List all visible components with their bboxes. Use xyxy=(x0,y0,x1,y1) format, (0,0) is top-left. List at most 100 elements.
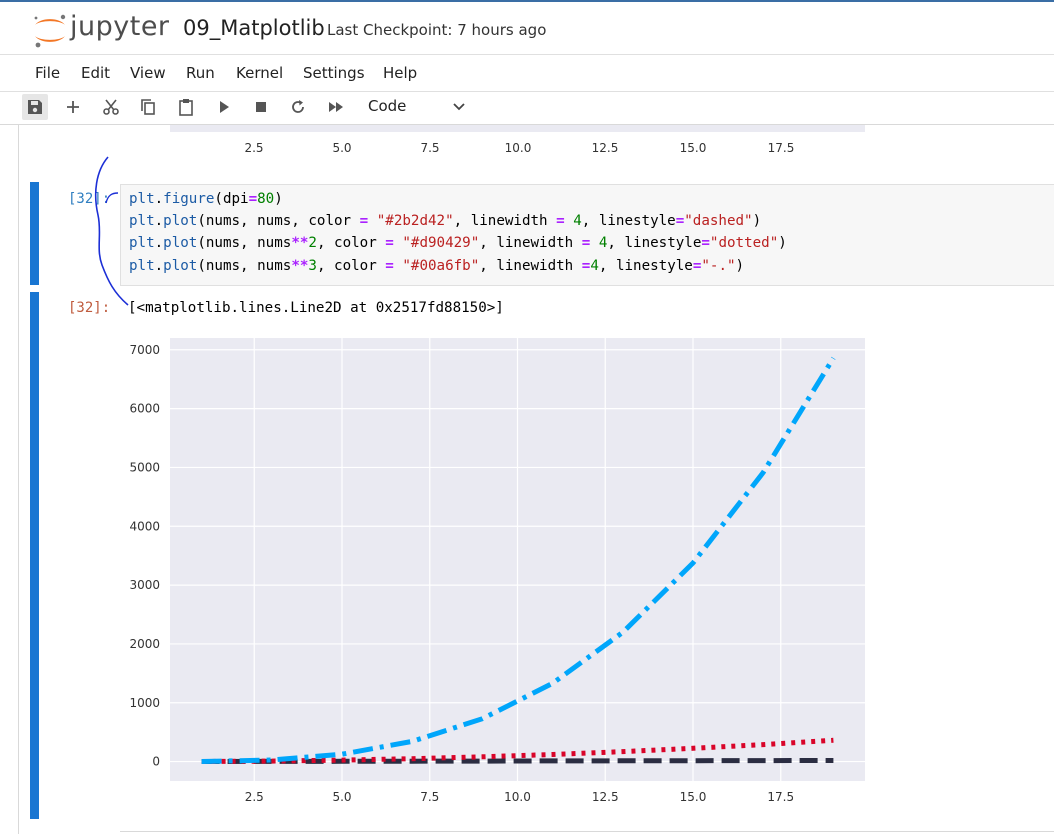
y-tick-label: 0 xyxy=(152,755,160,769)
y-tick-label: 2000 xyxy=(129,637,160,651)
code-token: 4 xyxy=(590,258,599,274)
code-token: = xyxy=(675,213,685,229)
code-token: "dashed" xyxy=(684,213,753,229)
code-token: ** xyxy=(291,258,309,274)
notebook-name[interactable]: 09_Matplotlib xyxy=(183,16,325,40)
code-token: ) xyxy=(778,235,787,251)
code-token: "#00a6fb" xyxy=(402,258,480,274)
menu-help[interactable]: Help xyxy=(383,64,418,82)
run-icon[interactable] xyxy=(211,94,237,120)
copy-icon[interactable] xyxy=(135,94,161,120)
code-token: . xyxy=(154,235,164,251)
code-token: = xyxy=(385,235,394,251)
code-token: plt xyxy=(129,258,155,274)
code-line: plt.plot(nums, nums, color = "#2b2d42", … xyxy=(129,213,761,229)
code-token: (dpi xyxy=(214,191,249,207)
prev-x-tick-label: 17.5 xyxy=(768,141,795,155)
x-tick-label: 10.0 xyxy=(504,790,531,804)
header: jupyter 09_Matplotlib Last Checkpoint: 7… xyxy=(0,2,1054,54)
code-token: (nums, nums xyxy=(197,258,292,274)
fast-forward-icon[interactable] xyxy=(323,94,349,120)
paste-icon[interactable] xyxy=(173,94,199,120)
x-tick-label: 12.5 xyxy=(592,790,619,804)
output-collapser[interactable] xyxy=(30,292,39,819)
scissors-icon[interactable] xyxy=(98,94,124,120)
restart-icon[interactable] xyxy=(285,94,311,120)
code-token: plt xyxy=(129,235,155,251)
code-token: (nums, nums xyxy=(197,235,292,251)
code-token: ) xyxy=(274,191,283,207)
chevron-down-icon[interactable] xyxy=(452,100,466,114)
code-token: , linestyle xyxy=(581,213,676,229)
code-token: plt xyxy=(129,191,155,207)
jupyter-logo-icon[interactable] xyxy=(30,10,70,50)
stop-icon[interactable] xyxy=(248,94,274,120)
code-token: = xyxy=(385,258,394,274)
toolbar: Code xyxy=(0,90,1054,125)
output-text: [<matplotlib.lines.Line2D at 0x2517fd881… xyxy=(128,300,504,316)
code-line: plt.figure(dpi=80) xyxy=(129,191,283,207)
code-token: , linewidth xyxy=(479,235,582,251)
code-token: , linestyle xyxy=(607,235,702,251)
code-line: plt.plot(nums, nums**2, color = "#d90429… xyxy=(129,235,787,251)
code-token: 4 xyxy=(598,235,608,251)
menu-kernel[interactable]: Kernel xyxy=(236,64,284,82)
code-token: = xyxy=(556,213,565,229)
brand-name: jupyter xyxy=(70,11,170,42)
code-token: = xyxy=(701,235,710,251)
top-accent-line xyxy=(0,0,1054,2)
y-tick-label: 3000 xyxy=(129,578,160,592)
x-tick-label: 5.0 xyxy=(332,790,351,804)
series-line-1 xyxy=(201,758,834,764)
prev-x-tick-label: 12.5 xyxy=(592,141,619,155)
left-rule xyxy=(18,125,19,834)
y-tick-label: 6000 xyxy=(129,402,160,416)
x-tick-label: 15.0 xyxy=(680,790,707,804)
code-token: plot xyxy=(163,213,198,229)
code-token: = xyxy=(248,191,258,207)
code-token: , linewidth xyxy=(453,213,557,229)
code-token: . xyxy=(154,191,164,207)
menu-file[interactable]: File xyxy=(35,64,61,82)
notebook-panel: 2.5 5.0 7.5 10.0 12.5 15.0 17.5 [32]: pl… xyxy=(0,125,1054,834)
code-token: ** xyxy=(291,235,309,251)
menu-view[interactable]: View xyxy=(130,64,166,82)
prev-x-tick-label: 5.0 xyxy=(332,141,351,155)
prev-chart-tail: 2.5 5.0 7.5 10.0 12.5 15.0 17.5 xyxy=(170,125,865,155)
code-editor[interactable]: plt.figure(dpi=80) plt.plot(nums, nums, … xyxy=(120,184,1054,286)
code-token: , color xyxy=(316,235,386,251)
code-token xyxy=(565,213,574,229)
prev-x-tick-label: 10.0 xyxy=(505,141,532,155)
plus-icon[interactable] xyxy=(60,94,86,120)
code-token: plt xyxy=(129,213,155,229)
save-icon[interactable] xyxy=(22,94,48,120)
cell-separator xyxy=(120,831,1054,832)
code-token: "-." xyxy=(701,258,736,274)
code-token: , linewidth xyxy=(479,258,582,274)
code-token: ) xyxy=(752,213,762,229)
code-token: = xyxy=(692,258,702,274)
code-token: ) xyxy=(735,258,745,274)
menu-edit[interactable]: Edit xyxy=(81,64,111,82)
code-token: plot xyxy=(163,258,198,274)
code-token: "#2b2d42" xyxy=(376,213,454,229)
code-token: , color xyxy=(316,258,386,274)
prev-x-tick-label: 15.0 xyxy=(680,141,707,155)
y-tick-label: 1000 xyxy=(129,696,160,710)
y-tick-label: 5000 xyxy=(129,460,160,474)
input-collapser[interactable] xyxy=(30,182,39,285)
cell-type-select[interactable]: Code xyxy=(368,97,407,115)
y-tick-label: 4000 xyxy=(129,519,160,533)
prev-plot-area xyxy=(170,125,865,132)
menu-run[interactable]: Run xyxy=(186,64,215,82)
code-token: 80 xyxy=(257,191,275,207)
input-prompt: [32]: xyxy=(68,191,111,207)
code-token: = xyxy=(581,235,591,251)
code-token: figure xyxy=(163,191,215,207)
menu-settings[interactable]: Settings xyxy=(303,64,365,82)
code-token: plot xyxy=(163,235,198,251)
code-token: = xyxy=(581,258,591,274)
handwritten-annotation xyxy=(94,156,129,306)
menubar: File Edit View Run Kernel Settings Help xyxy=(0,54,1054,92)
x-tick-label: 7.5 xyxy=(420,790,439,804)
